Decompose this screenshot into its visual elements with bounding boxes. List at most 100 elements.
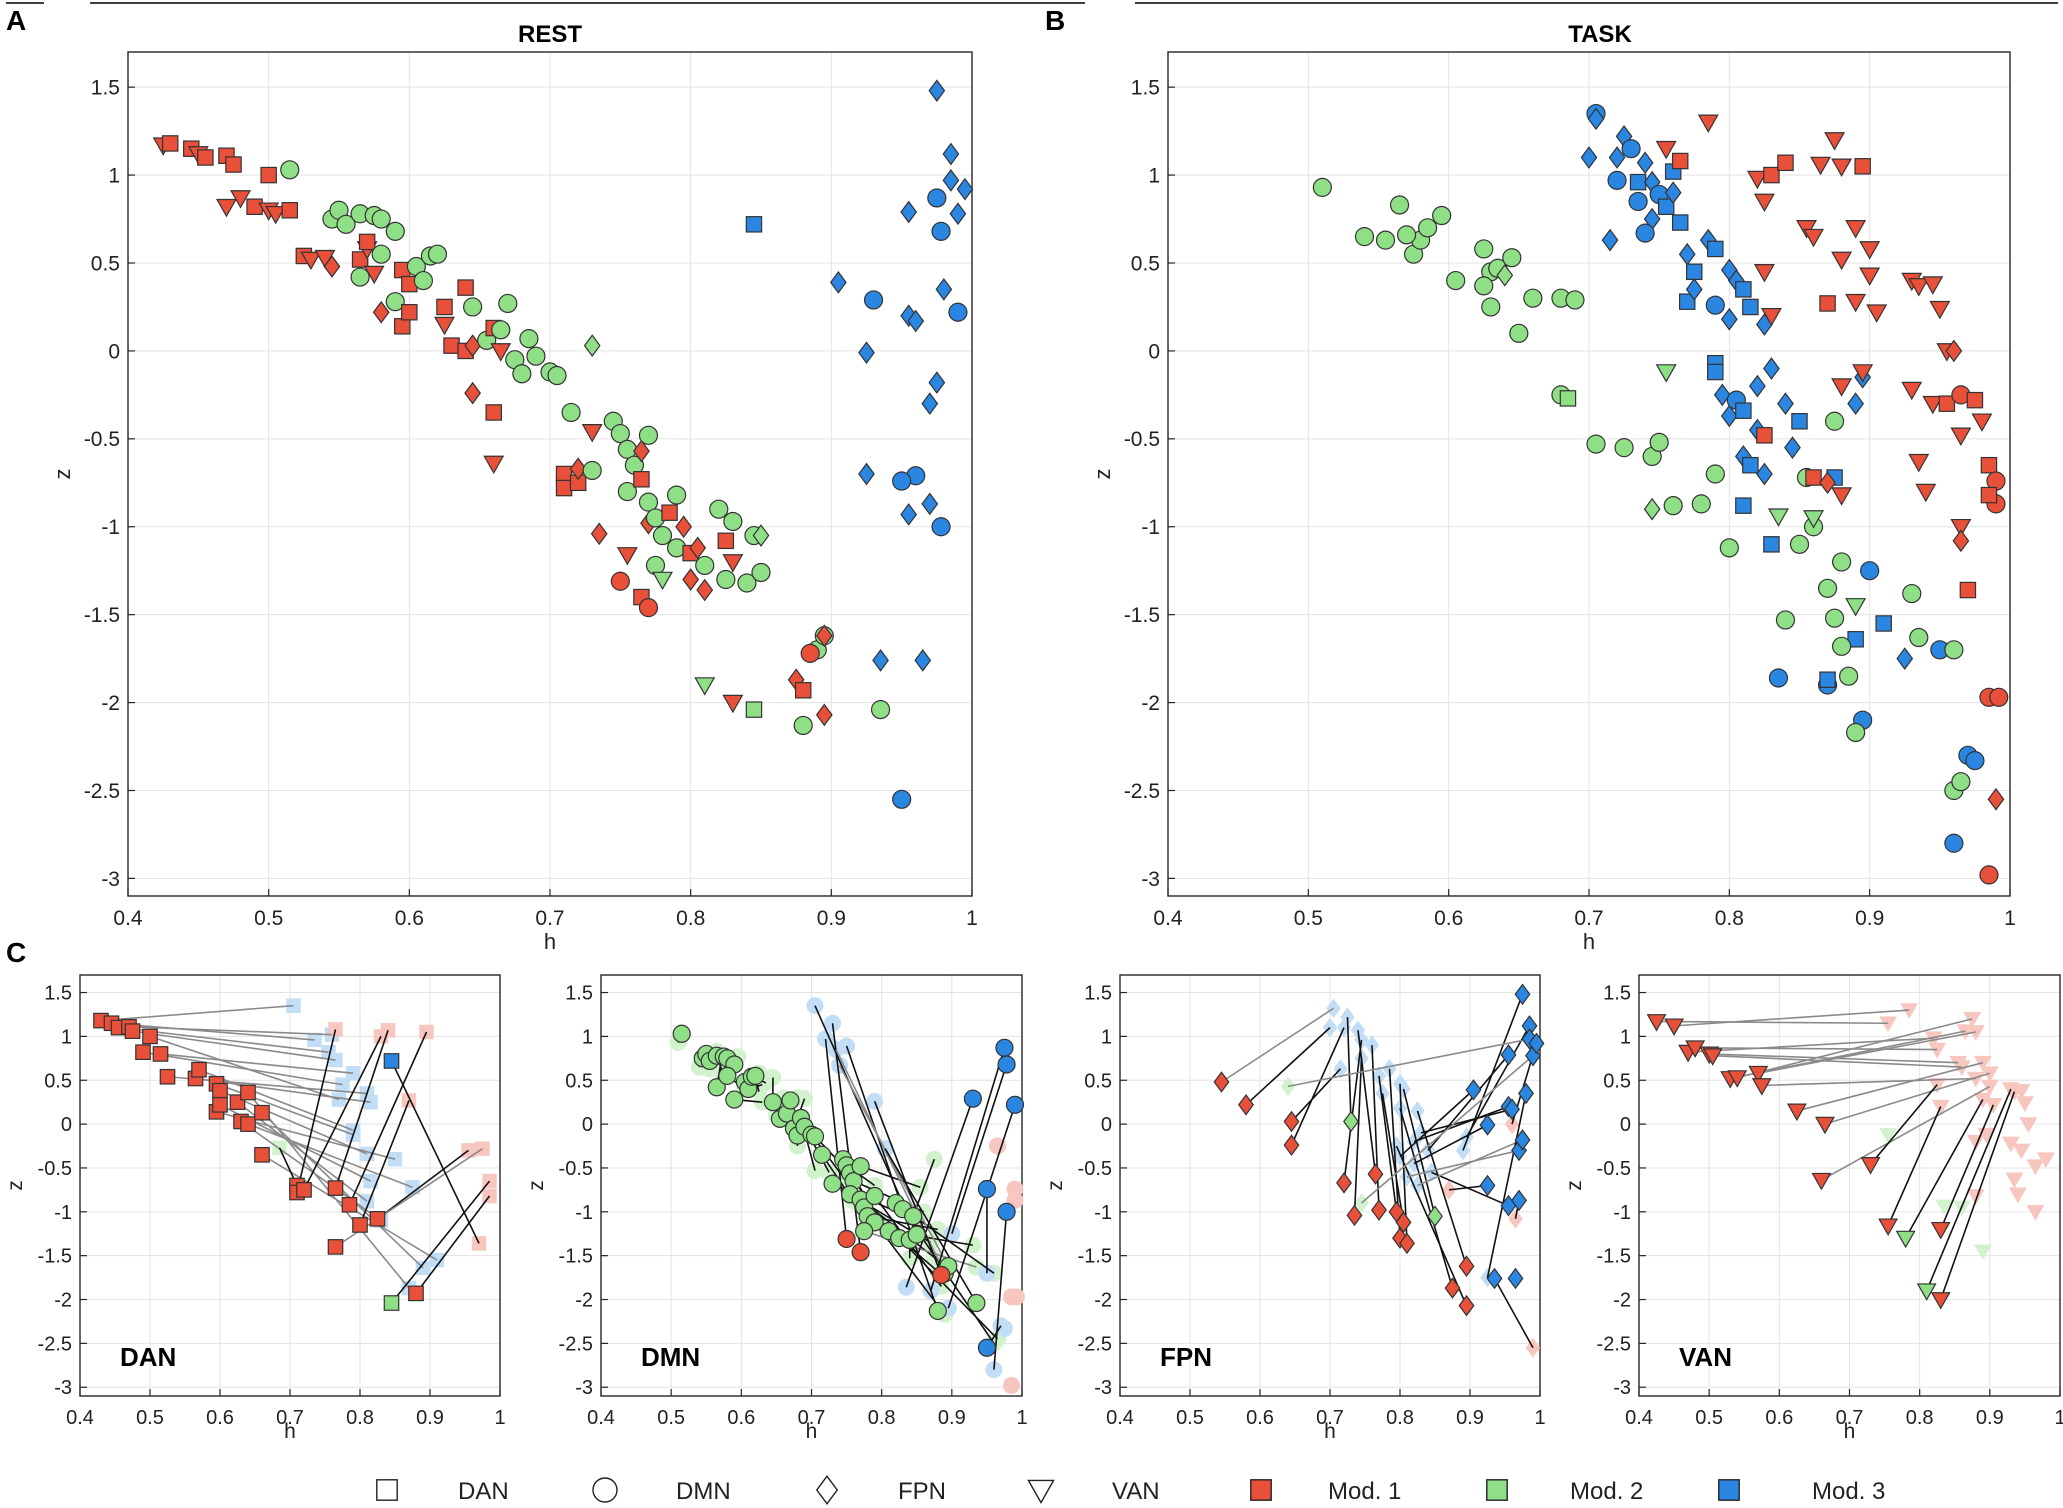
dmn-mod2-point xyxy=(723,511,743,532)
y-tick-label: 1.5 xyxy=(91,77,120,100)
y-tick-label: 1 xyxy=(61,1026,72,1048)
fpn-rest-point xyxy=(1465,1079,1482,1101)
dmn-mod2-point xyxy=(652,525,673,546)
y-tick-label: -2 xyxy=(101,692,120,715)
fpn-mod1-point xyxy=(675,515,693,539)
x-tick-label: 0.4 xyxy=(1153,907,1183,930)
y-tick-label: -1 xyxy=(54,1202,72,1224)
fpn-mod3-point xyxy=(858,462,875,486)
fpn-task-point xyxy=(1455,1140,1471,1161)
dan-mod1-point xyxy=(401,303,418,321)
rest-to-task-line xyxy=(1378,1075,1398,1212)
dan-mod1-point xyxy=(443,337,460,354)
x-tick-label: 0.6 xyxy=(1765,1407,1793,1429)
van-task-point xyxy=(1973,1055,1992,1072)
dan-mod3-point xyxy=(1707,240,1724,258)
rest-to-task-line xyxy=(1904,1099,1984,1239)
x-tick-label: 0.6 xyxy=(206,1407,234,1429)
dan-mod3-point xyxy=(1685,263,1703,281)
fpn-mod3-point xyxy=(1720,404,1738,428)
y-tick-label: -0.5 xyxy=(1124,428,1160,451)
rest-to-task-line xyxy=(1821,1085,1991,1181)
dan-mod1-point xyxy=(485,404,502,421)
dan-mod1-point xyxy=(1959,581,1977,599)
y-tick-label: 1.5 xyxy=(1131,77,1160,100)
dmn-mod3-point xyxy=(1768,668,1789,688)
van-mod2-point xyxy=(1845,598,1867,617)
van-mod1-point xyxy=(1655,140,1677,160)
dmn-task-point xyxy=(988,1137,1006,1155)
dan-rest-point xyxy=(240,1084,256,1101)
van-mod1-point xyxy=(1852,364,1874,383)
van-rest-point xyxy=(1814,1116,1835,1135)
dan-mod3-point xyxy=(1735,281,1752,298)
dmn-mod2-point xyxy=(280,160,300,180)
fpn-mod3-point xyxy=(1896,647,1914,670)
dmn-mod2-point xyxy=(1375,230,1396,250)
rest-to-task-line xyxy=(1674,1009,1910,1027)
dan-mod3-point xyxy=(1742,456,1759,474)
legend-dmn-swatch xyxy=(592,1477,618,1503)
dan-mod1-point xyxy=(661,504,678,521)
fpn-rest-point xyxy=(1367,1163,1384,1185)
fpn-rest-point xyxy=(1528,1032,1545,1055)
fpn-mod3-point xyxy=(949,202,967,226)
fpn-mod1-point xyxy=(590,522,608,546)
dmn-mod2-point xyxy=(1839,666,1859,686)
x-tick-label: 0.7 xyxy=(276,1407,304,1429)
van-task-point xyxy=(2015,1096,2034,1112)
x-tick-label: 0.9 xyxy=(1976,1407,2004,1429)
van-mod1-point xyxy=(722,554,744,573)
dmn-mod2-point xyxy=(1446,270,1466,291)
van-mod1-point xyxy=(1753,263,1775,283)
dmn-rest-point xyxy=(865,1186,884,1206)
dmn-rest-point xyxy=(855,1222,874,1241)
van-mod1-point xyxy=(1831,158,1853,177)
dmn-rest-point xyxy=(837,1229,856,1249)
dan-transition-plot: 0.4 0.5 0.6 0.7 0.8 0.9 1 -3 -2.5 -2 -1.5 -1 -0.5 0 0.… xyxy=(4,974,506,1443)
van-rest-point xyxy=(1664,1018,1685,1037)
fpn-mod3-point xyxy=(1685,278,1703,301)
van-task-point xyxy=(2005,1172,2024,1189)
dmn-mod3-point xyxy=(1944,833,1964,853)
van-mod2-point xyxy=(1655,364,1677,383)
van-task-point xyxy=(2008,1187,2027,1204)
x-tick-label: 0.4 xyxy=(66,1407,94,1429)
dmn-mod2-point xyxy=(1691,494,1711,514)
rest-to-task-line xyxy=(415,1195,491,1294)
fpn-mod3-point xyxy=(829,270,847,294)
fpn-mod1-point xyxy=(569,457,587,481)
dan-mod1-point xyxy=(246,198,263,215)
dan-mod3-point xyxy=(1875,615,1892,632)
fpn-mod3-point xyxy=(900,200,918,224)
van-task-point xyxy=(1935,1199,1954,1216)
van-mod1-point xyxy=(1908,278,1930,297)
van-mod1-point xyxy=(1859,241,1881,260)
dmn-mod1-point xyxy=(610,571,630,591)
dmn-mod2-point xyxy=(371,244,391,264)
van-mod1-point xyxy=(1845,293,1867,313)
dan-mod1-point xyxy=(794,682,812,699)
dmn-mod3-point xyxy=(1705,295,1725,315)
dmn-mod2-point xyxy=(1396,225,1417,245)
rest-to-task-line xyxy=(1656,1020,1889,1025)
dan-rest-point xyxy=(135,1044,151,1061)
fpn-mod3-point xyxy=(900,503,918,526)
dan-rest-point xyxy=(408,1285,424,1302)
fpn-mod3-point xyxy=(1678,242,1696,266)
y-tick-label: -1 xyxy=(1613,1202,1631,1224)
dmn-mod2-point xyxy=(1649,432,1669,452)
y-tick-label: 1.5 xyxy=(44,983,72,1005)
dmn-rest-point xyxy=(977,1179,997,1199)
van-mod1-point xyxy=(1845,220,1867,239)
rest-to-task-line xyxy=(831,1023,862,1253)
rest-title: REST xyxy=(518,21,582,48)
dmn-mod2-point xyxy=(1817,578,1838,598)
dmn-mod2-point xyxy=(512,364,532,384)
dan-mod1-point xyxy=(1756,427,1773,444)
y-tick-label: 0 xyxy=(1101,1114,1112,1136)
rest-to-task-line xyxy=(1431,1171,1509,1207)
legend-mod-3-swatch xyxy=(1718,1479,1740,1501)
dmn-mod1-point xyxy=(1989,687,2009,707)
y-tick-label: -0.5 xyxy=(1078,1158,1112,1180)
